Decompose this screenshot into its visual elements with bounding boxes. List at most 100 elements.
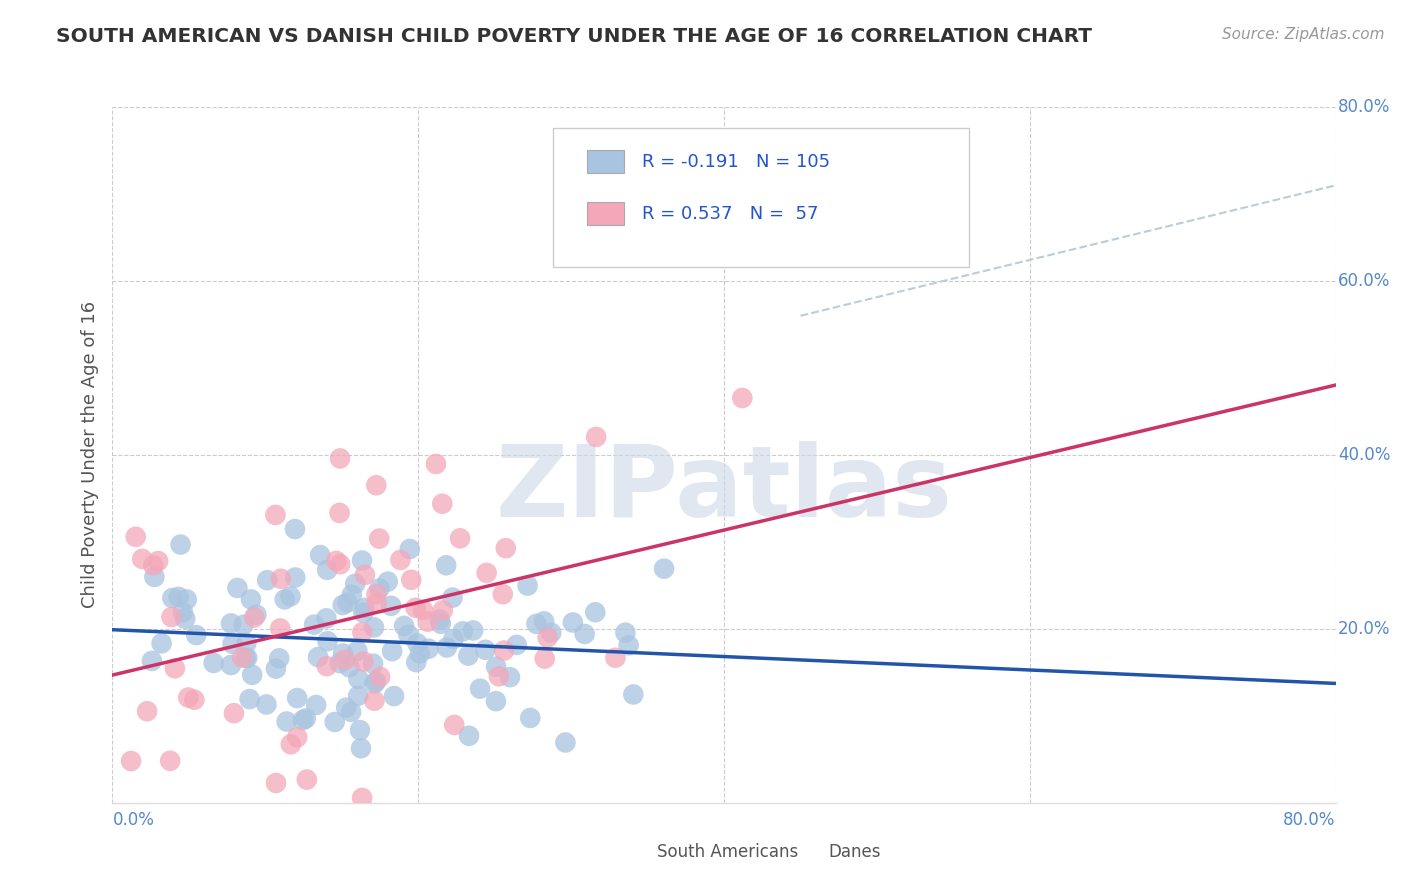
Point bbox=[363, 676, 385, 690]
Point bbox=[731, 391, 754, 405]
Point bbox=[276, 714, 298, 729]
Point bbox=[143, 570, 166, 584]
Point bbox=[280, 590, 302, 604]
Point bbox=[347, 672, 370, 686]
Point bbox=[614, 625, 637, 640]
Point bbox=[167, 590, 190, 604]
Point bbox=[425, 457, 447, 471]
Point bbox=[363, 694, 385, 708]
Text: 60.0%: 60.0% bbox=[1339, 272, 1391, 290]
Point bbox=[432, 603, 454, 617]
Point bbox=[302, 617, 325, 632]
Point bbox=[458, 729, 481, 743]
Point bbox=[174, 612, 197, 626]
Point bbox=[136, 704, 159, 718]
Point bbox=[441, 632, 464, 647]
Point bbox=[353, 600, 375, 615]
Point bbox=[352, 625, 374, 640]
Point bbox=[219, 616, 242, 631]
Point bbox=[398, 541, 420, 556]
Point bbox=[349, 723, 371, 738]
Point bbox=[364, 674, 387, 689]
Point bbox=[405, 655, 427, 669]
Point bbox=[162, 591, 184, 605]
Point bbox=[256, 573, 278, 587]
Point bbox=[492, 587, 515, 601]
Point bbox=[382, 689, 405, 703]
Point bbox=[499, 670, 522, 684]
Point bbox=[416, 615, 439, 629]
Point bbox=[323, 714, 346, 729]
Point bbox=[256, 698, 278, 712]
Point bbox=[401, 573, 423, 587]
Point bbox=[269, 651, 291, 665]
Bar bbox=[588, 202, 624, 226]
Point bbox=[285, 731, 308, 745]
Point bbox=[307, 650, 329, 665]
Point bbox=[335, 700, 357, 714]
Point bbox=[131, 552, 153, 566]
Point bbox=[392, 619, 415, 633]
Point bbox=[368, 582, 391, 596]
Point bbox=[366, 478, 388, 492]
Point bbox=[120, 754, 142, 768]
Point bbox=[468, 681, 491, 696]
Point bbox=[352, 606, 374, 620]
Text: 20.0%: 20.0% bbox=[1339, 620, 1391, 638]
Point bbox=[366, 596, 388, 610]
Point bbox=[270, 572, 292, 586]
Point bbox=[336, 595, 359, 609]
Text: 0.0%: 0.0% bbox=[112, 811, 155, 830]
Point bbox=[232, 617, 254, 632]
Point bbox=[506, 638, 529, 652]
Point bbox=[146, 554, 169, 568]
Point bbox=[621, 688, 644, 702]
Point bbox=[363, 620, 385, 634]
Point bbox=[226, 581, 249, 595]
Point bbox=[485, 659, 508, 673]
Point bbox=[519, 711, 541, 725]
Point bbox=[418, 641, 440, 656]
Point bbox=[337, 660, 360, 674]
Point bbox=[159, 754, 181, 768]
Point bbox=[285, 691, 308, 706]
Point bbox=[352, 655, 374, 669]
Point bbox=[485, 694, 508, 708]
Point bbox=[474, 642, 496, 657]
Point bbox=[309, 548, 332, 562]
Point bbox=[172, 605, 194, 619]
Point bbox=[125, 530, 148, 544]
Point bbox=[617, 638, 640, 652]
Point bbox=[409, 647, 432, 661]
Point bbox=[652, 561, 675, 575]
Point bbox=[488, 669, 510, 683]
Point bbox=[574, 627, 596, 641]
Text: R = -0.191   N = 105: R = -0.191 N = 105 bbox=[643, 153, 831, 170]
Point bbox=[264, 508, 287, 522]
Point bbox=[389, 553, 412, 567]
Point bbox=[361, 657, 384, 671]
Point bbox=[294, 711, 316, 725]
Point bbox=[240, 592, 263, 607]
Point bbox=[315, 659, 337, 673]
Point bbox=[451, 624, 474, 639]
Point bbox=[284, 570, 307, 584]
Point bbox=[163, 661, 186, 675]
Point bbox=[202, 656, 225, 670]
Point bbox=[354, 567, 377, 582]
Point bbox=[280, 737, 302, 751]
Point bbox=[332, 647, 354, 661]
Y-axis label: Child Poverty Under the Age of 16: Child Poverty Under the Age of 16 bbox=[80, 301, 98, 608]
Point bbox=[177, 690, 200, 705]
Point bbox=[526, 616, 548, 631]
Point bbox=[222, 706, 245, 721]
Point bbox=[269, 622, 291, 636]
Point bbox=[274, 592, 297, 607]
Point bbox=[436, 640, 458, 655]
Point bbox=[284, 522, 307, 536]
Point bbox=[329, 451, 352, 466]
Point bbox=[235, 650, 257, 665]
Point bbox=[368, 532, 391, 546]
Point bbox=[150, 636, 173, 650]
Point bbox=[533, 615, 555, 629]
